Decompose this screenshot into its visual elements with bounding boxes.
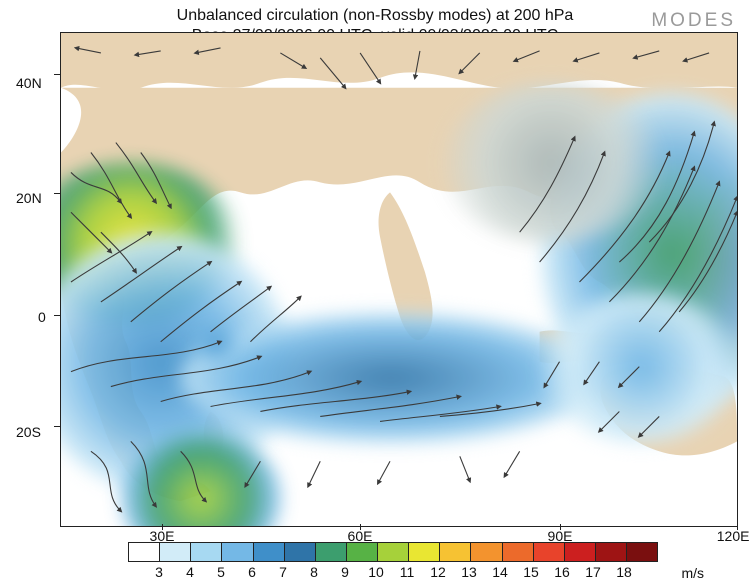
chart-title-line1: Unbalanced circulation (non-Rossby modes… (0, 6, 750, 26)
colorbar-legend: 3 4 5 6 7 8 9 10 11 12 13 14 15 16 17 18… (128, 542, 726, 584)
colorbar-units-label: m/s (681, 565, 704, 581)
map-plot-area[interactable] (60, 32, 738, 527)
colorbar-gradient[interactable] (128, 542, 658, 562)
colorbar-tick-labels: 3 4 5 6 7 8 9 10 11 12 13 14 15 16 17 18… (128, 564, 658, 584)
modes-logo: MODES (651, 10, 736, 32)
wind-streamlines (61, 33, 737, 526)
